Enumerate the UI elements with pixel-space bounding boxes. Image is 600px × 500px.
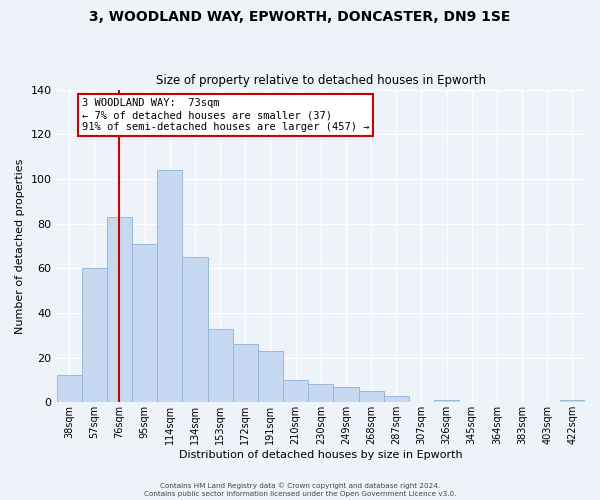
Bar — [233, 344, 258, 403]
Bar — [56, 376, 82, 402]
Bar — [359, 391, 383, 402]
Text: Contains HM Land Registry data © Crown copyright and database right 2024.: Contains HM Land Registry data © Crown c… — [160, 482, 440, 489]
Bar — [283, 380, 308, 402]
Bar — [208, 328, 233, 402]
Bar — [107, 217, 132, 402]
Bar — [258, 351, 283, 403]
Bar — [434, 400, 459, 402]
Bar — [132, 244, 157, 402]
Bar — [383, 396, 409, 402]
Bar — [308, 384, 334, 402]
Y-axis label: Number of detached properties: Number of detached properties — [15, 158, 25, 334]
Bar — [157, 170, 182, 402]
Text: 3 WOODLAND WAY:  73sqm
← 7% of detached houses are smaller (37)
91% of semi-deta: 3 WOODLAND WAY: 73sqm ← 7% of detached h… — [82, 98, 369, 132]
Bar — [334, 386, 359, 402]
Bar — [560, 400, 585, 402]
Bar — [82, 268, 107, 402]
Title: Size of property relative to detached houses in Epworth: Size of property relative to detached ho… — [156, 74, 486, 87]
Text: 3, WOODLAND WAY, EPWORTH, DONCASTER, DN9 1SE: 3, WOODLAND WAY, EPWORTH, DONCASTER, DN9… — [89, 10, 511, 24]
Bar — [182, 257, 208, 402]
Text: Contains public sector information licensed under the Open Government Licence v3: Contains public sector information licen… — [144, 491, 456, 497]
X-axis label: Distribution of detached houses by size in Epworth: Distribution of detached houses by size … — [179, 450, 463, 460]
